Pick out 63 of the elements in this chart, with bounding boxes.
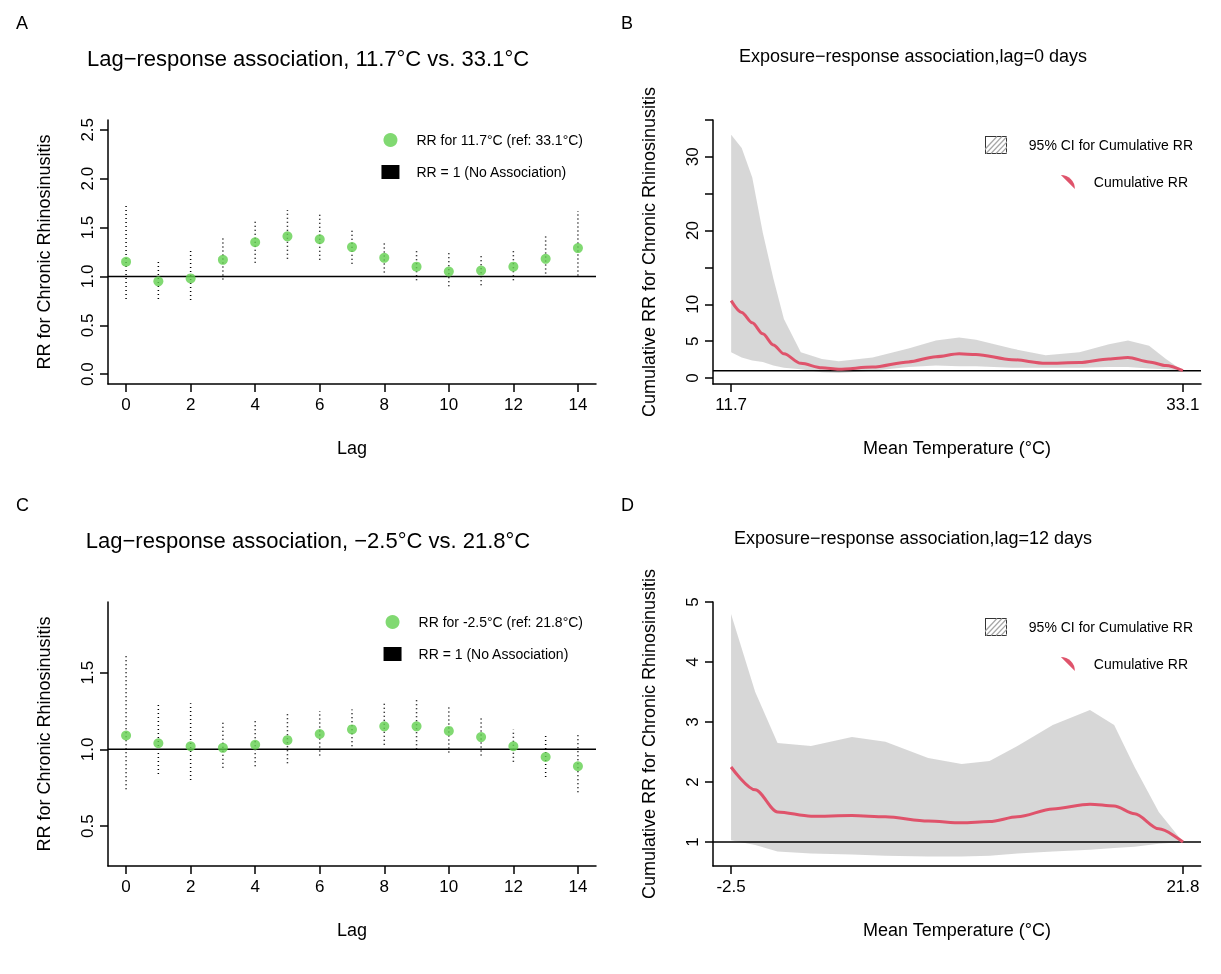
x-axis-title: Mean Temperature (°C): [863, 438, 1051, 458]
legend-label: RR for -2.5°C (ref: 21.8°C): [418, 614, 584, 630]
y-tick-label: 1.0: [78, 264, 97, 289]
text: C: [16, 495, 29, 515]
x-tick-label: 2: [185, 395, 196, 414]
x-tick-label: 6: [314, 395, 325, 414]
chart-title: Lag−response association, 11.7°C vs. 33.1°C: [86, 45, 530, 71]
y-axis-title: Cumulative RR for Chronic Rhinosinusitis: [639, 86, 659, 418]
y-tick-label: 3: [683, 717, 702, 727]
y-tick-label: 1: [683, 837, 702, 847]
x-tick-label: 21.8: [1166, 877, 1200, 896]
y-axis-title: RR for Chronic Rhinosinusitis: [34, 134, 54, 370]
chart-title: Exposure−response association,lag=12 days: [733, 528, 1093, 548]
x-tick-label: 14: [568, 877, 588, 896]
x-tick-label: 0: [121, 395, 131, 414]
x-tick-label: 12: [503, 395, 523, 414]
annotation: 95% CI for Cumulative RR: [1028, 137, 1193, 153]
x-tick-label: 10: [439, 877, 459, 896]
y-tick-label: 4: [683, 657, 702, 667]
x-tick-label: 14: [568, 395, 588, 414]
x-tick-label: 11.7: [715, 395, 748, 414]
x-tick-label: 6: [314, 877, 325, 896]
y-tick-label: 0.5: [78, 814, 97, 838]
y-tick-label: 2.5: [78, 117, 97, 142]
text: A: [16, 13, 29, 33]
y-tick-label: 1.0: [78, 737, 97, 762]
x-tick-label: 8: [379, 877, 390, 896]
x-axis-title: Lag: [336, 920, 368, 940]
x-tick-label: 10: [439, 395, 459, 414]
legend-label: RR = 1 (No Association): [416, 164, 567, 180]
y-tick-label: 2: [683, 777, 702, 787]
text: B: [621, 13, 634, 33]
x-tick-label: 33.1: [1166, 395, 1200, 414]
x-tick-label: 4: [250, 395, 260, 414]
x-tick-label: 0: [121, 877, 131, 896]
legend-label: RR = 1 (No Association): [418, 646, 569, 662]
x-axis-title: Mean Temperature (°C): [863, 920, 1051, 940]
x-tick-label: 8: [379, 395, 390, 414]
y-tick-label: 0: [683, 373, 702, 383]
legend-label: RR for 11.7°C (ref: 33.1°C): [416, 132, 583, 148]
chart-title: Exposure−response association,lag=0 days: [738, 46, 1088, 66]
y-tick-label: 5: [683, 597, 702, 607]
legend-label: Cumulative RR: [1093, 174, 1188, 190]
y-tick-label: 5: [683, 336, 702, 346]
y-tick-label: 2.0: [78, 166, 97, 191]
y-tick-label: 1.5: [78, 215, 97, 240]
y-axis-title: Cumulative RR for Chronic Rhinosinusitis: [639, 568, 659, 900]
x-axis-title: Lag: [336, 438, 368, 458]
x-tick-label: 2: [185, 877, 196, 896]
y-tick-label: 30: [683, 147, 702, 167]
text: D: [621, 495, 634, 515]
x-tick-label: -2.5: [716, 877, 746, 896]
x-tick-label: 4: [250, 877, 260, 896]
y-tick-label: 0.0: [78, 362, 97, 387]
y-tick-label: 1.5: [78, 660, 97, 685]
y-tick-label: 10: [683, 294, 702, 314]
y-axis-title: RR for Chronic Rhinosinusitis: [34, 616, 54, 852]
legend-label: Cumulative RR: [1093, 656, 1188, 672]
y-tick-label: 0.5: [78, 313, 97, 338]
annotation: 95% CI for Cumulative RR: [1028, 619, 1193, 635]
y-tick-label: 20: [683, 221, 702, 241]
chart-title: Lag−response association, −2.5°C vs. 21.8°C: [85, 527, 531, 553]
x-tick-label: 12: [503, 877, 523, 896]
